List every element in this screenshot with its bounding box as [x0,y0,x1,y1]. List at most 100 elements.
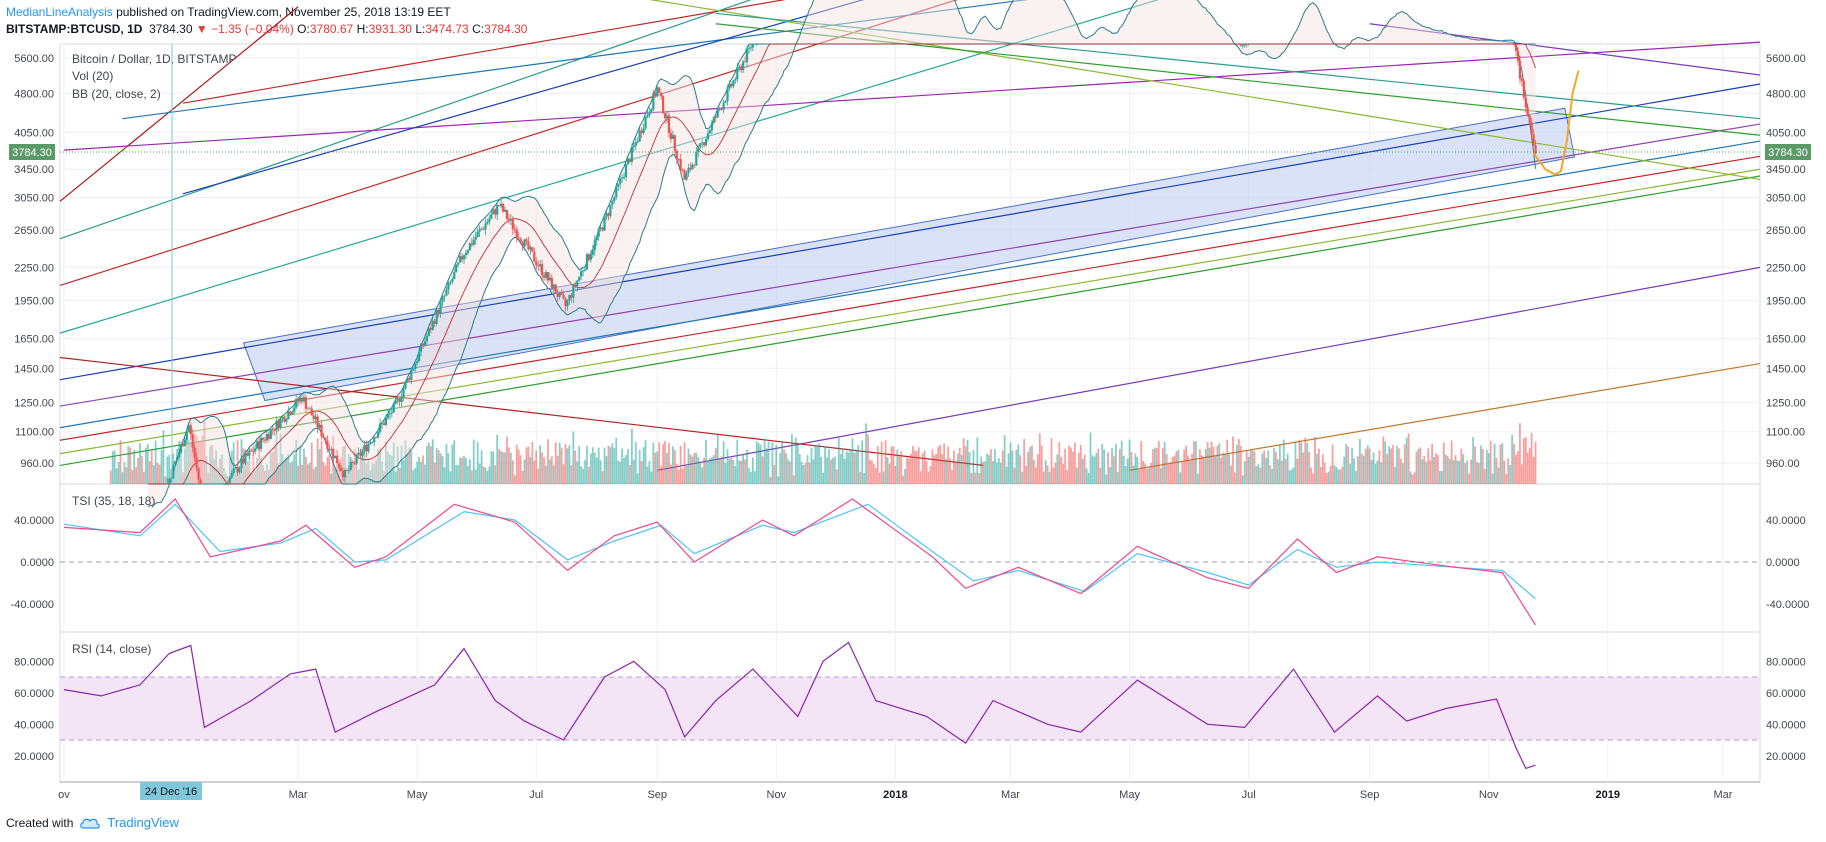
price-tick-left: 3450.00 [14,164,54,176]
price-axis-right[interactable]: 960.00 1100.00 1250.00 1450.00 1650.00 1950.0… [1766,53,1806,470]
candle-body [730,83,733,87]
candle-body [716,109,719,118]
volume-bar [351,466,354,484]
volume-bar [1524,437,1527,484]
volume-bar [213,459,216,484]
rsi-band [60,677,1760,740]
candle-body [500,203,503,206]
volume-bar [447,453,450,484]
volume-bar [523,459,526,484]
volume-bar [1175,451,1178,484]
candle-body [466,250,470,253]
volume-bar [154,440,157,484]
volume-bar [995,462,998,484]
candle-body [320,424,323,437]
volume-bar [424,464,426,484]
volume-bar [857,445,860,484]
volume-bar [808,462,811,484]
tradingview-link[interactable]: TradingView [107,815,179,830]
volume-bar [1501,443,1504,484]
trend-line [59,6,299,202]
candle-body [607,213,610,216]
candle-body [654,93,657,97]
volume-bar [1019,455,1022,484]
candle-body [1532,134,1535,145]
volume-bar [1530,433,1533,484]
volume-bar [884,440,887,484]
volume-bar [769,476,772,484]
volume-bar [1005,466,1008,484]
volume-bar [1462,454,1465,484]
volume-bar [773,464,776,484]
volume-bar [109,470,112,484]
candle-body [419,343,423,352]
volume-bar [189,442,192,484]
candle-body [742,61,745,71]
candle-body [595,236,598,241]
trend-line [182,0,865,195]
volume-bar [906,457,908,484]
candle-body [170,478,173,480]
volume-bar [185,436,188,484]
candle-body [263,439,267,441]
volume-bar [500,450,503,484]
volume-bar [355,452,358,484]
candle-body [644,117,647,129]
volume-bar [1376,460,1379,484]
volume-bar [709,458,711,484]
author-link[interactable]: MedianLineAnalysis [6,5,113,19]
volume-bar [574,450,577,484]
volume-bar [650,471,653,484]
price-tick-left: 5600.00 [14,53,54,65]
candle-body [179,444,183,453]
volume-bar [207,472,210,484]
volume-bar [642,447,645,484]
volume-bar [324,465,327,484]
volume-bar [673,450,676,484]
volume-bar [508,447,510,484]
candle-body [230,472,233,478]
volume-bar [791,434,793,484]
volume-bar [184,448,186,484]
volume-bar [1249,449,1252,484]
candle-body [304,397,308,409]
volume-bar [1179,472,1182,484]
candle-body [314,416,317,420]
volume-bar [1390,448,1393,484]
candle-body [720,108,723,110]
volume-bar [404,440,407,484]
candle-body [589,254,592,260]
price-tick-right: 1950.00 [1766,295,1806,307]
time-axis[interactable]: ov Mar May Jul Sep Nov 2018 Mar May Jul Sep Nov 2019… [58,789,1733,801]
trend-line [715,12,1761,120]
candle-body [451,279,454,282]
volume-bar [670,464,672,484]
volume-bar [275,432,278,484]
volume-bar [228,458,231,484]
candle-body [176,457,179,462]
volume-bar [1115,443,1117,484]
volume-bar [1226,439,1229,484]
volume-bar [1399,458,1402,484]
volume-bar [482,466,485,484]
volume-bar [519,455,522,484]
candle-body [622,177,626,178]
volume-bar [1259,467,1262,484]
candle-body [402,388,405,398]
volume-bar [267,469,270,484]
volume-bar [1152,448,1154,484]
volume-bar [904,468,907,484]
volume-bar [1321,454,1324,484]
candle-body [755,44,758,45]
volume-bar [1362,456,1365,484]
candle-body [1520,78,1523,81]
candle-body [1518,60,1522,79]
price-tick-right: 4050.00 [1766,127,1806,139]
volume-bar [1302,452,1305,484]
volume-bar [933,455,936,484]
volume-bar [496,434,499,484]
volume-bar [511,460,514,484]
volume-bar [755,441,758,484]
candle-body [336,455,339,464]
